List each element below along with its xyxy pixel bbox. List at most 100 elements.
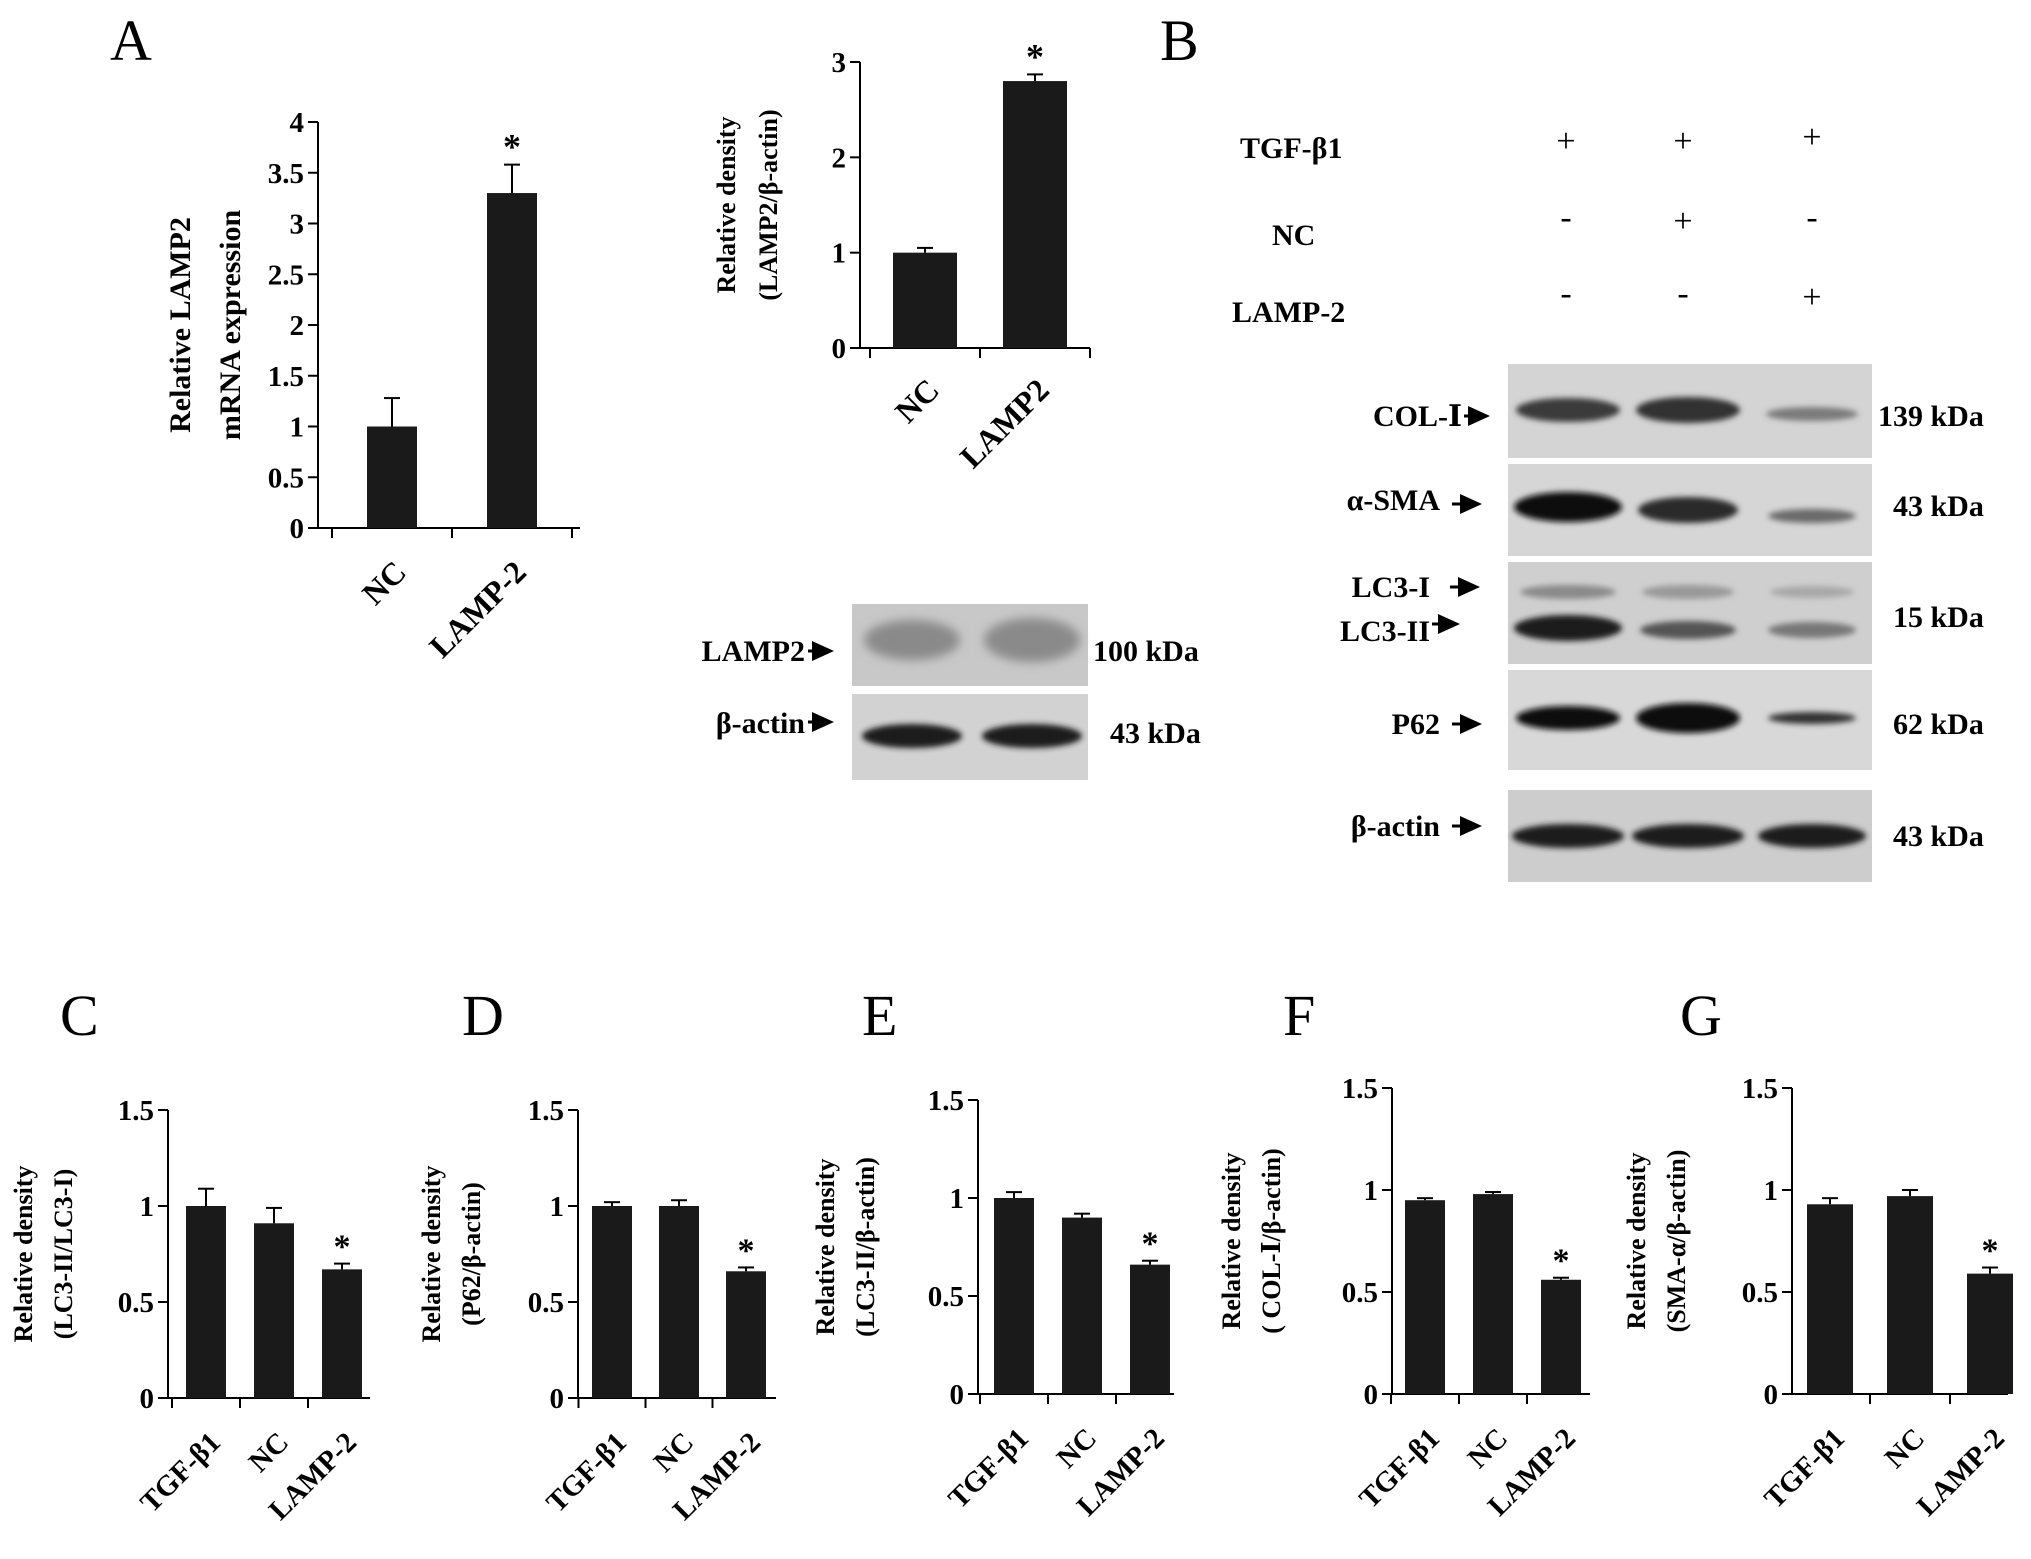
x-tick-label: LAMP-2	[422, 553, 533, 664]
panel-label-d: D	[462, 983, 504, 1048]
y-axis-label: Relative density	[712, 117, 741, 294]
blot-b-kda-col1: 139 kDa	[1878, 400, 1984, 433]
y-tick-label: 3	[832, 47, 847, 79]
y-tick-label: 1	[832, 238, 847, 270]
blot-b-band	[1638, 497, 1738, 523]
blot-b-band	[1636, 703, 1740, 733]
blot-b-band	[1758, 824, 1866, 848]
y-tick-label: 0	[832, 333, 847, 365]
blot-b-label-actin: β-actin	[1351, 810, 1440, 843]
condition-mark: +	[1556, 123, 1575, 160]
bar	[659, 1206, 699, 1398]
bar	[1807, 1204, 1853, 1394]
y-axis-label: (LC3-II/β-actin)	[851, 1157, 880, 1337]
x-tick-label: TGF-β1	[134, 1426, 227, 1519]
condition-label-nc: NC	[1272, 219, 1315, 252]
blot-b-band	[1514, 492, 1622, 522]
x-tick-label: NC	[1879, 1422, 1931, 1474]
y-tick-label: 0.5	[1342, 1277, 1378, 1309]
y-axis-label: Relative density	[9, 1166, 38, 1343]
chart-a-density: 0 1 2 3 NC * LAMP2 Relative density (LAMP2/β-act…	[712, 36, 1091, 475]
arrow-icon	[1458, 577, 1480, 597]
bar	[1130, 1264, 1170, 1394]
panel-label-e: E	[862, 983, 897, 1048]
panel-label-a: A	[110, 8, 152, 73]
condition-mark: +	[1802, 119, 1821, 156]
bar	[893, 252, 957, 348]
y-tick-label: 0.5	[928, 1281, 964, 1313]
y-tick-label: 4	[290, 107, 305, 139]
arrow-icon	[812, 641, 834, 661]
blot-b-label-lc3ii: LC3-II	[1340, 615, 1430, 648]
significance-marker: *	[1026, 36, 1044, 76]
y-tick-label: 1	[290, 412, 305, 444]
blot-a-label-lamp2: LAMP2	[702, 635, 805, 668]
blot-b-band	[1520, 585, 1616, 599]
x-tick-label: NC	[355, 553, 413, 611]
blot-a-band	[862, 724, 962, 748]
significance-marker: *	[1553, 1243, 1570, 1280]
bar	[322, 1269, 362, 1398]
bar	[1967, 1273, 2013, 1394]
blot-a-band	[864, 620, 960, 660]
condition-mark: -	[1806, 199, 1817, 236]
blot-b-label-lc3i: LC3-I	[1352, 571, 1430, 604]
y-tick-label: 1.5	[528, 1095, 564, 1127]
x-tick-label: NC	[1051, 1422, 1103, 1474]
y-tick-label: 1	[140, 1191, 155, 1223]
bar	[592, 1206, 632, 1398]
condition-mark: -	[1560, 275, 1571, 312]
bar	[367, 426, 417, 528]
significance-marker: *	[1982, 1233, 1999, 1270]
blot-b-band	[1636, 397, 1740, 423]
y-tick-label: 0.5	[118, 1287, 154, 1319]
y-axis-label: (SMA-α/β-actin)	[1662, 1150, 1691, 1333]
blot-b-band	[1642, 585, 1734, 599]
y-axis-label: mRNA expression	[214, 210, 247, 441]
bar	[1887, 1196, 1933, 1394]
y-tick-label: 0	[140, 1383, 155, 1415]
western-blot-a: LAMP2 100 kDa β-actin 43 kDa	[702, 604, 1201, 780]
blot-a-label-actin: β-actin	[716, 707, 805, 740]
y-axis-label: (P62/β-actin)	[457, 1182, 486, 1326]
y-tick-label: 0.5	[1742, 1277, 1778, 1309]
blot-a-band	[984, 618, 1080, 662]
significance-marker: *	[503, 127, 521, 167]
bar	[1473, 1194, 1513, 1394]
y-axis-label: Relative density	[1217, 1153, 1246, 1330]
blot-b-band	[1512, 824, 1624, 848]
condition-mark: +	[1673, 123, 1692, 160]
blot-b-band	[1768, 622, 1856, 638]
blot-b-band	[1516, 706, 1620, 730]
y-axis-label: Relative density	[1622, 1153, 1651, 1330]
blot-b-label-p62: P62	[1392, 708, 1440, 741]
arrow-icon	[812, 712, 834, 732]
x-tick-label: TGF-β1	[942, 1422, 1035, 1515]
blot-b-kda-sma: 43 kDa	[1893, 490, 1984, 523]
arrow-icon	[1468, 406, 1490, 426]
y-tick-label: 0	[550, 1383, 565, 1415]
blot-b-band	[1770, 586, 1854, 598]
condition-mark: +	[1802, 279, 1821, 316]
x-tick-label: LAMP2	[953, 371, 1056, 474]
x-tick-label: TGF-β1	[1758, 1422, 1851, 1515]
y-tick-label: 0	[1364, 1379, 1379, 1411]
y-axis-label: ( COL-Ⅰ/β-actin)	[1257, 1148, 1286, 1333]
blot-b-band	[1640, 621, 1736, 639]
blot-b-kda-p62: 62 kDa	[1893, 708, 1984, 741]
y-axis-label: (LAMP2/β-actin)	[754, 109, 783, 300]
condition-mark: +	[1673, 203, 1692, 240]
y-tick-label: 0.5	[268, 462, 304, 494]
y-tick-label: 1	[950, 1183, 965, 1215]
condition-label-lamp2: LAMP-2	[1232, 296, 1345, 329]
x-tick-label: NC	[243, 1426, 295, 1478]
y-tick-label: 1	[1364, 1175, 1379, 1207]
y-tick-label: 1.5	[928, 1085, 964, 1117]
y-tick-label: 1.5	[1742, 1073, 1778, 1105]
x-tick-label: NC	[1462, 1422, 1514, 1474]
significance-marker: *	[1142, 1226, 1159, 1263]
blot-b-strip-lc3	[1508, 562, 1872, 664]
significance-marker: *	[738, 1232, 755, 1269]
